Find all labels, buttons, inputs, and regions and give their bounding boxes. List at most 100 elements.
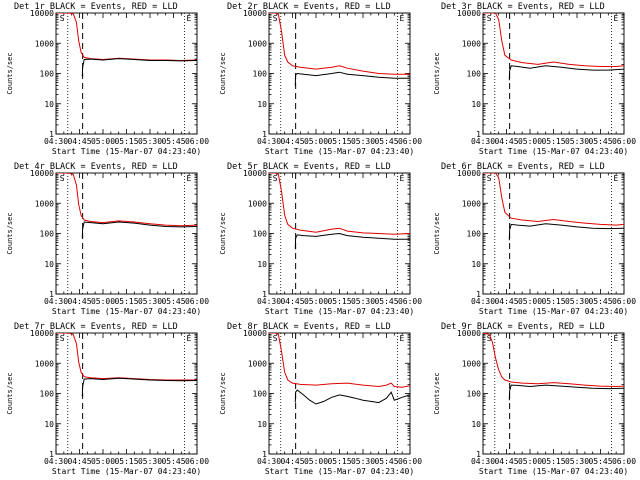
series-lld-line xyxy=(482,173,624,226)
end-marker: E xyxy=(186,14,191,23)
y-tick-label: 100 xyxy=(466,70,481,79)
x-tick-label: 05:00 xyxy=(518,137,542,146)
x-tick-label: 05:00 xyxy=(91,457,115,466)
y-axis-label: Counts/sec xyxy=(433,372,441,414)
x-tick-label: 06:00 xyxy=(398,297,422,306)
series-events-line xyxy=(81,58,197,77)
series-events-line xyxy=(81,377,197,397)
x-tick-label: 06:00 xyxy=(185,137,209,146)
series-lld-line xyxy=(56,173,197,227)
x-tick-label: 04:30 xyxy=(257,137,281,146)
detector-panel: Det 5r BLACK = Events, RED = LLD 1 10 100 10… xyxy=(213,160,426,320)
x-tick-label: 05:15 xyxy=(328,297,352,306)
y-tick-label: 1000 xyxy=(35,39,54,48)
x-tick-label: 06:00 xyxy=(612,137,636,146)
x-tick-label: 05:00 xyxy=(91,297,115,306)
y-tick-label: 10 xyxy=(44,100,54,109)
x-tick-label: 04:45 xyxy=(494,137,518,146)
chart-title: Det 9r BLACK = Events, RED = LLD xyxy=(441,322,605,332)
y-tick-label: 1 xyxy=(476,130,481,139)
y-tick-label: 1000 xyxy=(248,39,267,48)
end-marker: E xyxy=(186,174,191,183)
x-tick-label: 06:00 xyxy=(398,457,422,466)
chart-title: Det 2r BLACK = Events, RED = LLD xyxy=(227,2,391,12)
y-tick-label: 100 xyxy=(253,70,268,79)
detector-panel: Det 4r BLACK = Events, RED = LLD 1 10 100 10… xyxy=(0,160,213,320)
y-tick-label: 1000 xyxy=(461,39,480,48)
x-tick-label: 05:15 xyxy=(328,137,352,146)
detector-panel: Det 9r BLACK = Events, RED = LLD 1 10 100 10… xyxy=(427,320,640,480)
series-events-line xyxy=(81,221,197,239)
series-lld-line xyxy=(482,333,624,388)
y-tick-label: 1000 xyxy=(35,199,54,208)
x-tick-label: 04:45 xyxy=(494,457,518,466)
y-tick-label: 100 xyxy=(253,230,268,239)
y-tick-label: 1000 xyxy=(461,359,480,368)
plot-frame xyxy=(482,172,625,295)
x-tick-label: 04:30 xyxy=(44,297,68,306)
detector-chart: Det 1r BLACK = Events, RED = LLD 1 10 100 10… xyxy=(6,2,209,156)
y-tick-label: 10 xyxy=(258,260,268,269)
x-tick-label: 05:15 xyxy=(114,457,138,466)
x-tick-label: 05:15 xyxy=(114,297,138,306)
x-tick-label: 05:45 xyxy=(375,137,399,146)
plot-frame xyxy=(482,332,625,455)
y-axis-label: Counts/sec xyxy=(433,212,441,254)
y-tick-label: 1 xyxy=(49,130,54,139)
x-axis-label: Start Time (15-Mar-07 04:23:40) xyxy=(52,307,201,316)
x-tick-label: 06:00 xyxy=(398,137,422,146)
chart-title: Det 8r BLACK = Events, RED = LLD xyxy=(227,322,391,332)
y-tick-label: 10 xyxy=(471,100,481,109)
start-marker: S xyxy=(60,334,65,343)
y-tick-label: 1 xyxy=(476,290,481,299)
y-tick-label: 1 xyxy=(263,130,268,139)
y-tick-label: 10000 xyxy=(243,329,267,338)
detector-panel: Det 8r BLACK = Events, RED = LLD 1 10 100 10… xyxy=(213,320,426,480)
x-tick-label: 05:30 xyxy=(138,297,162,306)
detector-chart: Det 3r BLACK = Events, RED = LLD 1 10 100 10… xyxy=(433,2,636,156)
detector-chart: Det 4r BLACK = Events, RED = LLD 1 10 100 10… xyxy=(6,162,209,316)
y-tick-label: 1 xyxy=(263,290,268,299)
y-tick-label: 10 xyxy=(44,420,54,429)
y-axis-label: Counts/sec xyxy=(6,372,14,414)
x-tick-label: 05:30 xyxy=(351,457,375,466)
y-tick-label: 10 xyxy=(258,100,268,109)
x-axis-label: Start Time (15-Mar-07 04:23:40) xyxy=(479,307,628,316)
x-tick-label: 05:00 xyxy=(518,457,542,466)
y-tick-label: 1000 xyxy=(461,199,480,208)
x-axis-label: Start Time (15-Mar-07 04:23:40) xyxy=(479,147,628,156)
x-axis-label: Start Time (15-Mar-07 04:23:40) xyxy=(52,147,201,156)
x-tick-label: 05:45 xyxy=(161,137,185,146)
y-tick-label: 10000 xyxy=(30,329,54,338)
series-lld-line xyxy=(269,173,411,235)
x-tick-label: 05:00 xyxy=(304,457,328,466)
series-lld-line xyxy=(56,333,197,381)
detector-panel: Det 1r BLACK = Events, RED = LLD 1 10 100 10… xyxy=(0,0,213,160)
y-tick-label: 10000 xyxy=(457,329,481,338)
y-axis-label: Counts/sec xyxy=(433,52,441,94)
x-tick-label: 05:30 xyxy=(565,297,589,306)
y-tick-label: 10000 xyxy=(30,9,54,18)
start-marker: S xyxy=(60,14,65,23)
y-tick-label: 1 xyxy=(49,290,54,299)
x-tick-label: 04:30 xyxy=(257,457,281,466)
y-tick-label: 100 xyxy=(466,230,481,239)
end-marker: E xyxy=(613,174,618,183)
x-tick-label: 04:45 xyxy=(281,137,305,146)
x-tick-label: 04:30 xyxy=(471,137,495,146)
x-tick-label: 05:45 xyxy=(588,297,612,306)
y-tick-label: 100 xyxy=(466,390,481,399)
detector-chart: Det 5r BLACK = Events, RED = LLD 1 10 100 10… xyxy=(219,162,422,316)
x-tick-label: 05:15 xyxy=(114,137,138,146)
detector-chart: Det 9r BLACK = Events, RED = LLD 1 10 100 10… xyxy=(433,322,636,476)
x-tick-label: 05:00 xyxy=(91,137,115,146)
x-tick-label: 04:45 xyxy=(281,457,305,466)
x-axis-label: Start Time (15-Mar-07 04:23:40) xyxy=(479,467,628,476)
x-tick-label: 05:00 xyxy=(304,297,328,306)
series-events-line xyxy=(508,384,624,401)
x-tick-label: 04:30 xyxy=(471,457,495,466)
y-tick-label: 100 xyxy=(40,70,55,79)
end-marker: E xyxy=(400,14,405,23)
x-tick-label: 05:45 xyxy=(375,457,399,466)
